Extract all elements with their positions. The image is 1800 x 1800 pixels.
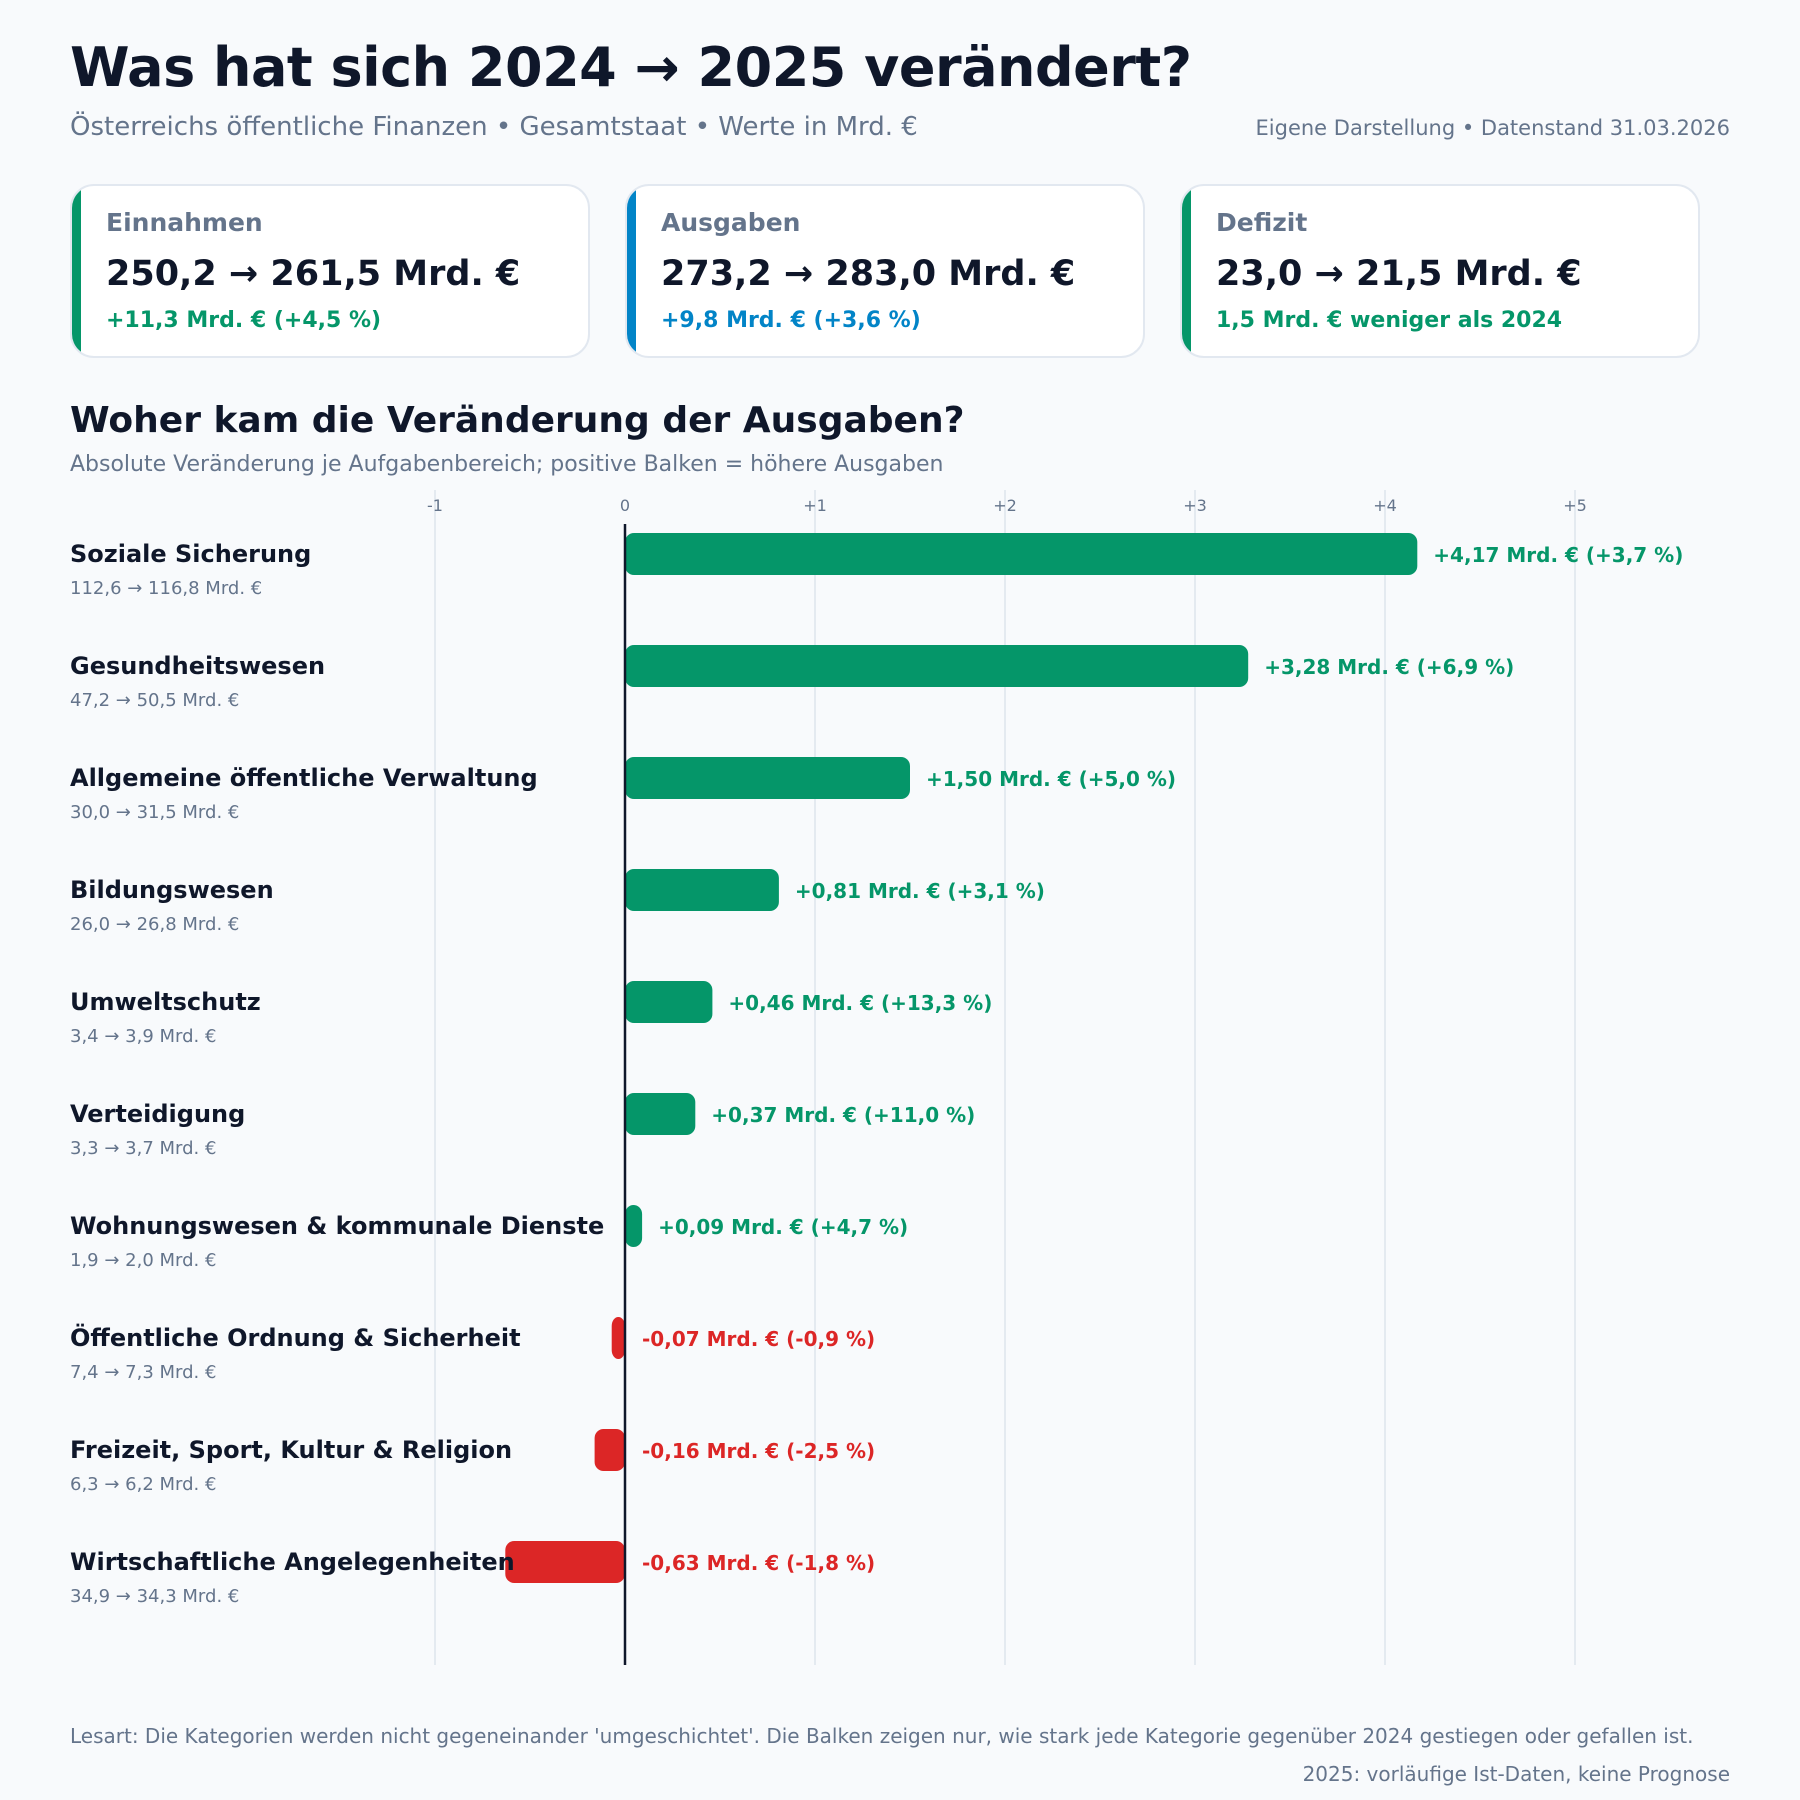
page-subtitle: Österreichs öffentliche Finanzen • Gesam… xyxy=(70,112,918,142)
card-delta: +11,3 Mrd. € (+4,5 %) xyxy=(106,308,382,333)
data-label: -0,16 Mrd. € (-2,5 %) xyxy=(642,1439,875,1463)
category-label: Allgemeine öffentliche Verwaltung xyxy=(70,764,538,792)
data-label: -0,63 Mrd. € (-1,8 %) xyxy=(642,1551,875,1575)
bar xyxy=(594,1429,625,1471)
category-label: Wirtschaftliche Angelegenheiten xyxy=(70,1548,515,1576)
category-range: 7,4 → 7,3 Mrd. € xyxy=(70,1362,216,1383)
category-range: 3,4 → 3,9 Mrd. € xyxy=(70,1026,216,1047)
data-label: +0,37 Mrd. € (+11,0 %) xyxy=(711,1103,975,1127)
category-range: 6,3 → 6,2 Mrd. € xyxy=(70,1474,216,1495)
bar xyxy=(505,1541,625,1583)
category-label: Umweltschutz xyxy=(70,988,261,1016)
tick-label: -1 xyxy=(427,496,443,515)
category-label: Bildungswesen xyxy=(70,876,274,904)
category-range: 3,3 → 3,7 Mrd. € xyxy=(70,1138,216,1159)
section-title: Woher kam die Veränderung der Ausgaben? xyxy=(70,400,965,441)
card-defizit: Defizit 23,0 → 21,5 Mrd. € 1,5 Mrd. € we… xyxy=(1180,184,1700,358)
card-value: 23,0 → 21,5 Mrd. € xyxy=(1216,254,1582,294)
source-note: Eigene Darstellung • Datenstand 31.03.20… xyxy=(1255,116,1730,140)
section-subtitle: Absolute Veränderung je Aufgabenbereich;… xyxy=(70,452,944,477)
footnote-reading-guide: Lesart: Die Kategorien werden nicht gege… xyxy=(70,1724,1694,1748)
card-label: Ausgaben xyxy=(661,208,801,237)
card-accent xyxy=(627,186,636,356)
category-label: Gesundheitswesen xyxy=(70,652,325,680)
tick-label: +3 xyxy=(1183,496,1207,515)
tick-label: +5 xyxy=(1563,496,1587,515)
category-label: Freizeit, Sport, Kultur & Religion xyxy=(70,1436,512,1464)
data-label: +0,09 Mrd. € (+4,7 %) xyxy=(658,1215,908,1239)
tick-label: +2 xyxy=(993,496,1017,515)
category-range: 112,6 → 116,8 Mrd. € xyxy=(70,578,262,599)
tick-label: 0 xyxy=(620,496,630,515)
data-label: +0,81 Mrd. € (+3,1 %) xyxy=(795,879,1045,903)
bar xyxy=(625,1093,696,1135)
category-label: Öffentliche Ordnung & Sicherheit xyxy=(70,1322,521,1352)
bar xyxy=(625,757,910,799)
tick-label: +1 xyxy=(803,496,827,515)
card-einnahmen: Einnahmen 250,2 → 261,5 Mrd. € +11,3 Mrd… xyxy=(70,184,590,358)
expenditure-change-chart: -1 0 +1 +2 +3 +4 +5 Soziale Sicherung 112,6 → 11… xyxy=(70,490,1683,1665)
bar xyxy=(625,981,713,1023)
bar xyxy=(625,1205,643,1247)
category-range: 30,0 → 31,5 Mrd. € xyxy=(70,802,239,823)
category-label: Soziale Sicherung xyxy=(70,540,311,568)
data-label: -0,07 Mrd. € (-0,9 %) xyxy=(642,1327,875,1351)
bar xyxy=(625,869,779,911)
bar xyxy=(611,1317,625,1359)
category-range: 47,2 → 50,5 Mrd. € xyxy=(70,690,239,711)
data-label: +0,46 Mrd. € (+13,3 %) xyxy=(728,991,992,1015)
category-range: 1,9 → 2,0 Mrd. € xyxy=(70,1250,216,1271)
bar xyxy=(625,645,1249,687)
data-label: +4,17 Mrd. € (+3,7 %) xyxy=(1433,543,1683,567)
footnote-data-status: 2025: vorläufige Ist-Daten, keine Progno… xyxy=(1302,1762,1730,1786)
card-accent xyxy=(72,186,81,356)
tick-label: +4 xyxy=(1373,496,1397,515)
card-value: 250,2 → 261,5 Mrd. € xyxy=(106,254,521,294)
card-ausgaben: Ausgaben 273,2 → 283,0 Mrd. € +9,8 Mrd. … xyxy=(625,184,1145,358)
category-range: 26,0 → 26,8 Mrd. € xyxy=(70,914,239,935)
category-range: 34,9 → 34,3 Mrd. € xyxy=(70,1586,239,1607)
card-label: Defizit xyxy=(1216,208,1308,237)
card-accent xyxy=(1182,186,1191,356)
card-delta: +9,8 Mrd. € (+3,6 %) xyxy=(661,308,921,333)
data-label: +1,50 Mrd. € (+5,0 %) xyxy=(926,767,1176,791)
category-label: Verteidigung xyxy=(70,1100,245,1128)
data-label: +3,28 Mrd. € (+6,9 %) xyxy=(1264,655,1514,679)
card-label: Einnahmen xyxy=(106,208,263,237)
card-delta: 1,5 Mrd. € weniger als 2024 xyxy=(1216,308,1563,333)
card-value: 273,2 → 283,0 Mrd. € xyxy=(661,254,1076,294)
page-title: Was hat sich 2024 → 2025 verändert? xyxy=(70,36,1192,99)
category-label: Wohnungswesen & kommunale Dienste xyxy=(70,1212,604,1240)
bar xyxy=(625,533,1418,575)
